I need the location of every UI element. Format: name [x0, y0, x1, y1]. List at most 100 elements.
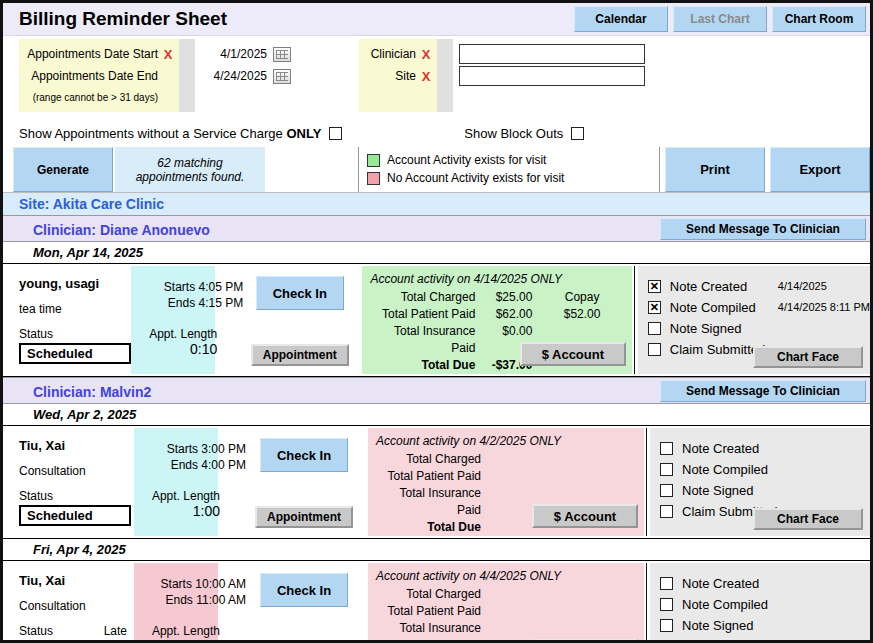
clinician-site-labels: Clinician X Site X: [359, 39, 437, 112]
account-row-label: Total Charged: [376, 586, 481, 603]
appointment-button[interactable]: Appointment: [251, 344, 349, 366]
account-row-label: Total Charged: [376, 451, 481, 468]
check-in-button[interactable]: Check In: [260, 438, 348, 472]
service-charge-only-checkbox[interactable]: [329, 127, 342, 140]
appointment-length: Appt. Length1:00: [134, 489, 220, 519]
account-panel: Account activity on 4/4/2025 ONLY Total C…: [368, 563, 644, 643]
account-row-label: Total Due: [376, 519, 481, 536]
appt-length-label: Appt. Length: [131, 327, 217, 342]
status-line: Status: [19, 489, 131, 503]
note-checkbox[interactable]: [648, 301, 661, 314]
note-checkbox[interactable]: [648, 322, 661, 335]
range-note: (range cannot be > 31 days): [25, 87, 173, 107]
account-row-label: Total Patient Paid: [370, 306, 475, 323]
clinician-input[interactable]: [459, 44, 645, 64]
day-date-header: Wed, Apr 2, 2025: [3, 404, 870, 426]
last-chart-button: Last Chart: [673, 6, 767, 32]
date-start-value[interactable]: 4/1/2025: [220, 47, 267, 61]
account-activity-title: Account activity on 4/4/2025 ONLY: [376, 569, 644, 583]
send-message-button[interactable]: Send Message To Clinician: [660, 218, 866, 240]
clinician-label-row: Clinician X: [365, 43, 431, 65]
account-row-label: Total Insurance Paid: [376, 620, 481, 643]
note-checkbox[interactable]: [660, 463, 673, 476]
note-checkbox[interactable]: [660, 640, 673, 643]
check-in-button[interactable]: Check In: [256, 276, 344, 310]
check-in-button[interactable]: Check In: [260, 573, 348, 607]
note-checkbox[interactable]: [660, 619, 673, 632]
patient-info: Tiu, XaiConsultationStatusLateCancelled: [3, 563, 134, 643]
date-start-calendar-icon[interactable]: [273, 47, 291, 62]
status-label: Status: [19, 489, 53, 503]
end-time: Ends 4:15 PM: [131, 295, 243, 311]
site-input[interactable]: [459, 66, 645, 86]
status-late-label: Late: [104, 624, 131, 638]
note-label: Note Signed: [682, 483, 790, 498]
appointment-button[interactable]: Appointment: [255, 506, 353, 528]
date-filter-labels: Appointments Date Start X Appointments D…: [19, 39, 179, 112]
panel-divider: [646, 428, 647, 536]
note-checkbox[interactable]: [660, 577, 673, 590]
note-checkbox[interactable]: [648, 280, 661, 293]
block-outs-checkbox[interactable]: [571, 127, 584, 140]
start-time: Starts 3:00 PM: [134, 441, 246, 457]
chart-face-button[interactable]: Chart Face: [753, 346, 863, 368]
account-row-value: [481, 519, 538, 536]
date-end-calendar-icon[interactable]: [273, 69, 291, 84]
note-label: Note Compiled: [682, 462, 790, 477]
chart-room-button[interactable]: Chart Room: [772, 6, 866, 32]
date-end-value[interactable]: 4/24/2025: [214, 69, 267, 83]
site-label: Site: [395, 69, 416, 83]
status-label: Status: [19, 624, 53, 638]
note-date: 4/14/2025: [778, 280, 827, 292]
note-row: Note Compiled4/14/2025 8:11 PM: [648, 299, 870, 315]
note-checkbox[interactable]: [660, 505, 673, 518]
header-bar: Billing Reminder Sheet Calendar Last Cha…: [3, 3, 870, 36]
block-outs-label: Show Block Outs: [464, 126, 563, 141]
matching-appointments-info: 62 matching appointments found.: [115, 147, 265, 192]
site-required-x: X: [421, 69, 431, 84]
account-button[interactable]: $ Account: [532, 504, 638, 528]
site-band: Site: Akita Care Clinic: [3, 192, 870, 215]
note-row: Claim Submitted: [660, 638, 870, 643]
appt-length-value: 1:00: [134, 639, 220, 643]
service-charge-label-text: Show Appointments without a Service Char…: [19, 126, 283, 141]
print-button[interactable]: Print: [665, 147, 765, 192]
date-start-required-x: X: [163, 47, 173, 62]
filters-section: Appointments Date Start X Appointments D…: [3, 36, 870, 112]
filter-divider-strip-2: [437, 39, 453, 112]
account-button[interactable]: $ Account: [520, 342, 626, 366]
date-start-label-row: Appointments Date Start X: [25, 43, 173, 65]
status-value-box: Scheduled: [19, 343, 131, 364]
appointment-length: Appt. Length1:00: [134, 624, 220, 643]
calendar-button[interactable]: Calendar: [574, 6, 668, 32]
note-row: Note Signed: [660, 482, 870, 498]
filter-gap: [295, 39, 359, 112]
status-label: Status: [19, 327, 53, 341]
row-buttons: Check In Appointment: [243, 266, 356, 374]
account-row-label: Total Insurance Paid: [370, 323, 475, 357]
service-charge-only-bold: ONLY: [286, 126, 321, 141]
date-end-value-row: 4/24/2025: [195, 65, 291, 87]
date-end-label: Appointments Date End: [31, 69, 158, 83]
clinician-input-row: [459, 43, 645, 65]
note-checkbox[interactable]: [660, 598, 673, 611]
account-row-value: $25.00: [475, 289, 532, 306]
patient-info: Tiu, XaiConsultationStatusScheduled: [3, 428, 134, 536]
service-charge-only-label: Show Appointments without a Service Char…: [19, 126, 321, 141]
account-row-extra: [538, 586, 644, 603]
legend-pink-label: No Account Activity exists for visit: [387, 171, 564, 185]
account-row-value: [481, 586, 538, 603]
account-button[interactable]: $ Account: [532, 639, 638, 643]
legend-green-row: Account Activity exists for visit: [367, 151, 659, 169]
note-checkbox[interactable]: [648, 343, 661, 356]
generate-button[interactable]: Generate: [13, 147, 113, 192]
chart-face-button[interactable]: Chart Face: [753, 508, 863, 530]
note-checkbox[interactable]: [660, 484, 673, 497]
appointment-length: Appt. Length0:10: [131, 327, 217, 357]
send-message-button[interactable]: Send Message To Clinician: [660, 380, 866, 402]
row-buttons: Check InAppointment: [246, 563, 362, 643]
export-button[interactable]: Export: [770, 147, 870, 192]
day-date-header: Fri, Apr 4, 2025: [3, 539, 870, 561]
account-row-value: [481, 468, 538, 485]
note-checkbox[interactable]: [660, 442, 673, 455]
